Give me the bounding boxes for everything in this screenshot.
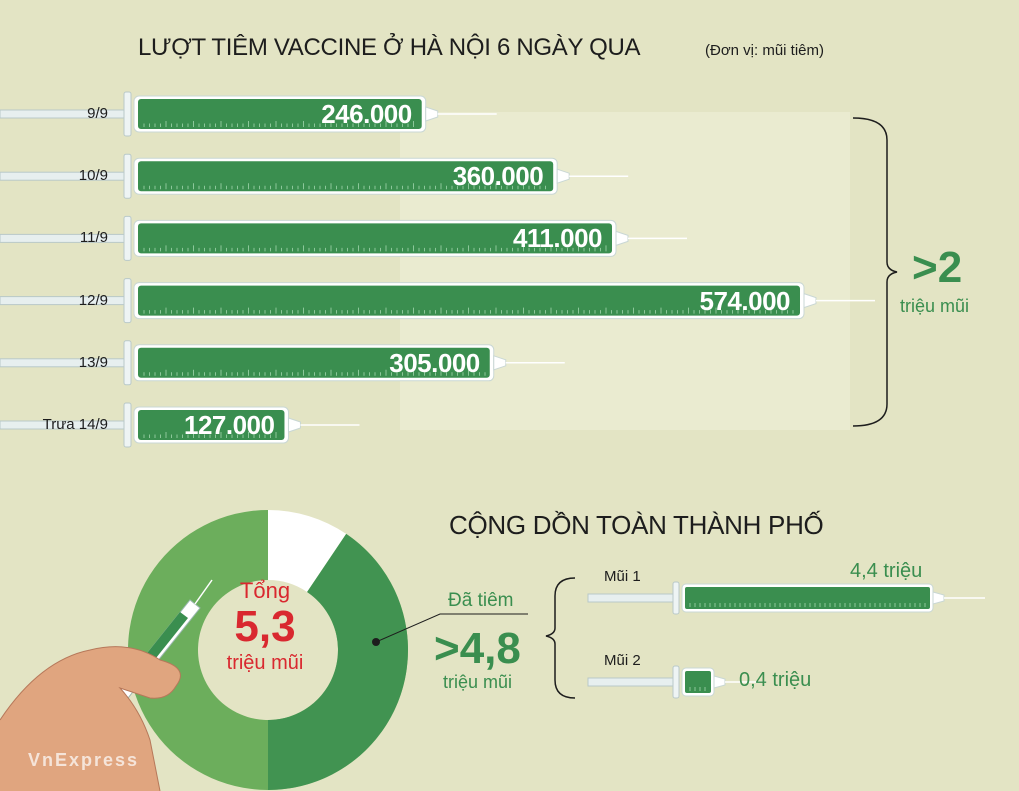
- day-4-flange: [123, 340, 132, 386]
- day-label: 11/9: [79, 229, 108, 247]
- unit-note: (Đơn vị: mũi tiêm): [705, 42, 825, 59]
- total-label: Tổng: [239, 578, 291, 603]
- injected-value: >4,8: [434, 624, 521, 673]
- day-5-hub: [287, 417, 301, 433]
- day-value-label: 574.000: [699, 285, 791, 316]
- day-3-ticks: [143, 307, 794, 314]
- dose-0-hub: [932, 591, 945, 605]
- day-2-ticks: [143, 245, 607, 252]
- total-value: 5,3: [234, 602, 296, 651]
- injected-unit: triệu mũi: [443, 672, 513, 692]
- day-value-label: 411.000: [512, 223, 603, 254]
- day-4-fill: [138, 347, 490, 378]
- day-2-syringe: [0, 215, 688, 261]
- day-0-flange: [123, 91, 132, 137]
- day-5-ticks: [143, 432, 277, 438]
- brand-logo: VnExpress: [28, 750, 140, 770]
- dose-0-plunger-rod: [587, 593, 674, 603]
- day-label: 10/9: [78, 167, 108, 185]
- day-5-syringe: [0, 402, 360, 448]
- day-4-syringe: [0, 340, 565, 386]
- total-unit: triệu mũi: [226, 652, 304, 674]
- day-label: 13/9: [78, 353, 108, 371]
- dose-1-ticks: [689, 687, 706, 691]
- day-1-syringe: [0, 153, 629, 199]
- dose-value-label: 0,4 triệu: [739, 669, 812, 691]
- dose-0-flange: [672, 581, 680, 615]
- week-bracket: [852, 117, 898, 427]
- day-1-fill: [138, 161, 554, 192]
- day-value-label: 305.000: [389, 347, 480, 378]
- dose-1-hub: [713, 675, 726, 689]
- day-0-fill: [138, 99, 422, 129]
- donut-center: [210, 592, 326, 708]
- day-1-ticks: [143, 183, 546, 190]
- dose-bracket: [545, 577, 576, 699]
- leader-line: [375, 613, 528, 643]
- dose-0-ticks: [689, 603, 926, 607]
- day-label: 12/9: [78, 291, 108, 309]
- cumulative-title: CỘNG DỒN TOÀN THÀNH PHỐ: [449, 510, 824, 540]
- day-value-label: 127.000: [183, 410, 275, 440]
- dose-0-fill: [685, 587, 930, 609]
- day-3-flange: [123, 278, 132, 324]
- dose-value-label: 4,4 triệu: [850, 560, 923, 582]
- day-4-hub: [493, 355, 507, 371]
- dose-1-fill: [685, 671, 711, 693]
- summary-value: >2: [912, 243, 963, 292]
- day-4-ticks: [143, 369, 486, 376]
- day-0-ticks: [143, 121, 414, 127]
- day-2-flange: [123, 215, 132, 261]
- donut-shade: [268, 533, 408, 790]
- donut-slice-remaining: [268, 510, 347, 592]
- day-value-label: 360.000: [452, 161, 544, 192]
- hand-outline: [0, 646, 181, 791]
- day-label: Trưa 14/9: [42, 416, 108, 433]
- dose-1-flange: [672, 665, 680, 699]
- dose-label: Mũi 1: [604, 568, 641, 585]
- hand-syringe-fill: [140, 612, 188, 668]
- dose-1-plunger-rod: [587, 677, 674, 687]
- day-1-hub: [556, 168, 570, 184]
- day-3-hub: [803, 292, 817, 309]
- day-label: 9/9: [87, 105, 108, 122]
- dose-label: Mũi 2: [604, 652, 641, 669]
- hand-syringe-needle: [194, 579, 213, 605]
- day-1-flange: [123, 153, 132, 199]
- hand: [0, 646, 181, 791]
- day-0-syringe: [0, 91, 497, 137]
- summary-unit: triệu mũi: [900, 296, 970, 316]
- injected-label: Đã tiêm: [448, 590, 514, 611]
- day-5-flange: [123, 402, 132, 448]
- chart-title: LƯỢT TIÊM VACCINE Ở HÀ NỘI 6 NGÀY QUA: [138, 34, 641, 61]
- day-2-hub: [615, 230, 629, 247]
- day-0-hub: [425, 106, 439, 122]
- day-value-label: 246.000: [321, 99, 412, 129]
- day-2-fill: [138, 223, 613, 254]
- day-5-fill: [138, 410, 285, 440]
- day-3-syringe: [0, 278, 875, 324]
